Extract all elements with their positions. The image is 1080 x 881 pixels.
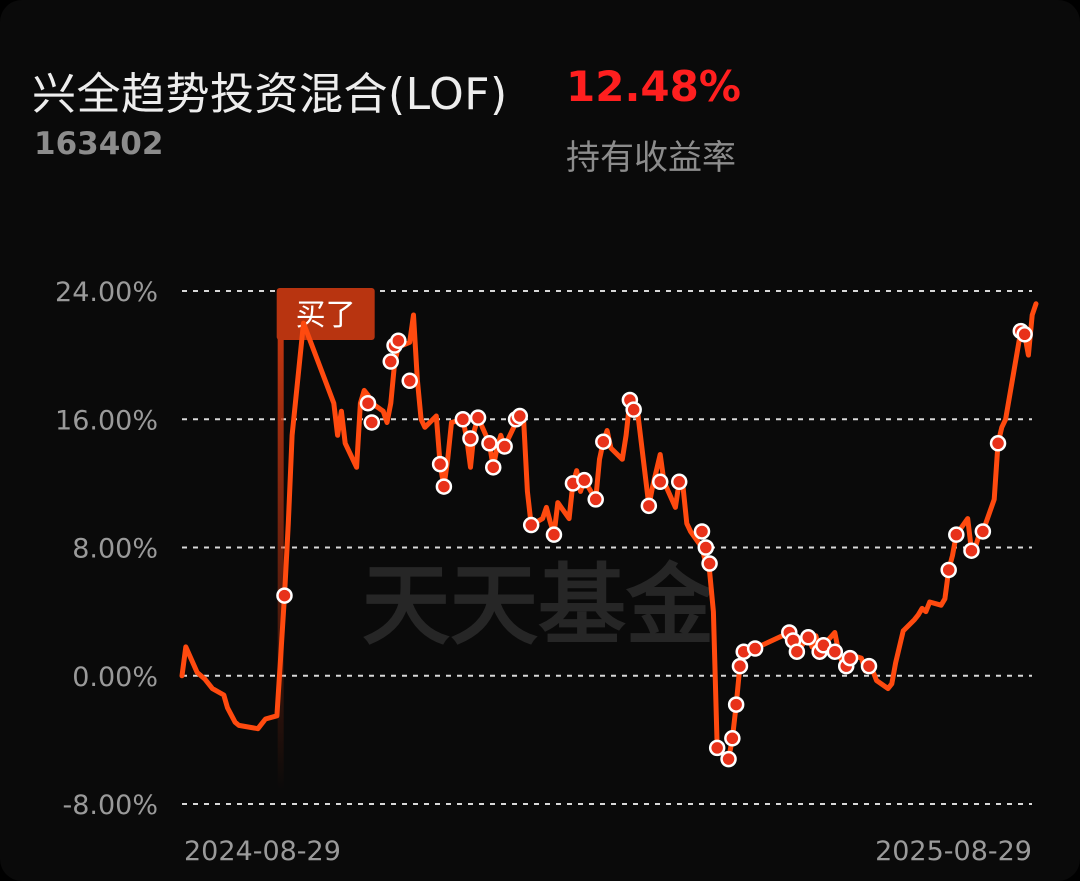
- data-point-marker: [431, 455, 449, 473]
- x-tick-label: 2025-08-29: [875, 836, 1032, 867]
- data-point-marker: [800, 629, 817, 646]
- trade-point-markers: [276, 322, 1033, 768]
- data-point-marker: [963, 542, 980, 559]
- data-point-marker: [481, 435, 498, 452]
- data-point-marker: [860, 657, 878, 675]
- data-point-marker: [940, 561, 957, 579]
- data-point-marker: [708, 739, 726, 757]
- fund-name: 兴全趋势投资混合(LOF): [32, 69, 508, 120]
- data-point-marker: [1016, 326, 1033, 343]
- data-point-marker: [727, 696, 745, 713]
- data-point-marker: [359, 394, 377, 412]
- grid-lines: [182, 290, 1032, 805]
- y-tick-label: -8.00%: [62, 790, 158, 821]
- data-point-marker: [640, 497, 658, 515]
- watermark: 天天基金: [362, 554, 715, 657]
- data-point-marker: [841, 649, 859, 667]
- data-point-marker: [670, 473, 688, 491]
- data-point-marker: [363, 414, 381, 431]
- y-tick-label: 8.00%: [72, 534, 158, 565]
- x-tick-label: 2024-08-29: [184, 836, 341, 867]
- data-point-marker: [948, 526, 965, 543]
- holding-return-label: 持有收益率: [566, 138, 736, 178]
- data-point-marker: [276, 587, 293, 604]
- data-point-marker: [697, 539, 715, 556]
- buy-marker-line: [277, 338, 284, 790]
- data-point-marker: [545, 526, 563, 543]
- y-tick-label: 0.00%: [72, 662, 158, 693]
- data-point-marker: [484, 459, 502, 476]
- data-point-marker: [522, 516, 540, 534]
- data-point-marker: [435, 478, 453, 495]
- data-point-marker: [401, 372, 418, 390]
- data-point-marker: [651, 473, 669, 491]
- data-point-marker: [826, 643, 844, 660]
- data-point-marker: [788, 643, 806, 660]
- y-tick-label: 16.00%: [55, 405, 158, 436]
- y-tick-label: 24.00%: [55, 277, 158, 308]
- data-point-marker: [746, 640, 764, 657]
- buy-marker[interactable]: 买了: [276, 288, 375, 790]
- data-point-marker: [496, 438, 513, 455]
- data-point-marker: [693, 523, 711, 540]
- data-point-marker: [587, 491, 604, 508]
- data-point-marker: [724, 730, 741, 747]
- data-point-marker: [974, 523, 992, 540]
- fund-code: 163402: [34, 126, 164, 162]
- data-point-marker: [701, 555, 718, 572]
- data-point-marker: [576, 471, 593, 489]
- y-axis-labels: 24.00% 16.00% 8.00% 0.00% -8.00%: [55, 277, 158, 821]
- data-point-marker: [989, 435, 1007, 452]
- data-point-marker: [454, 411, 472, 428]
- data-point-marker: [382, 353, 400, 370]
- data-point-marker: [731, 657, 749, 675]
- data-point-marker: [720, 750, 737, 768]
- data-point-marker: [625, 401, 642, 418]
- return-series-line: [179, 301, 1039, 762]
- x-axis-labels: 2024-08-29 2025-08-29: [184, 836, 1032, 867]
- data-point-marker: [390, 332, 407, 349]
- holding-return-value: 12.48%: [566, 62, 741, 111]
- data-point-marker: [511, 407, 529, 425]
- data-point-marker: [469, 409, 487, 426]
- data-point-marker: [595, 433, 612, 450]
- data-point-marker: [462, 430, 479, 447]
